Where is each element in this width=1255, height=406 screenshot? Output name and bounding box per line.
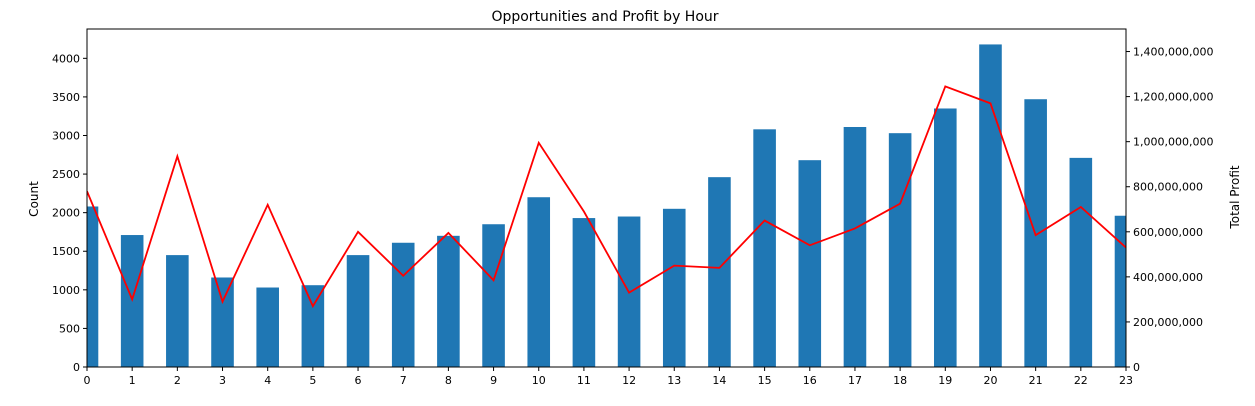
x-tick-label: 3 [219, 374, 226, 387]
bar [843, 127, 867, 367]
x-tick-label: 2 [174, 374, 181, 387]
bar [753, 129, 776, 367]
x-tick-label: 5 [309, 374, 316, 387]
x-tick-label: 1 [129, 374, 136, 387]
x-tick-label: 20 [983, 374, 997, 387]
x-tick-label: 16 [803, 374, 817, 387]
bar [437, 235, 460, 367]
x-tick-label: 8 [445, 374, 452, 387]
x-tick-label: 23 [1119, 374, 1133, 387]
bar [256, 287, 279, 367]
y-axis-right: 0 200,000,000 400,000,000 600,000,000 800,00… [1126, 46, 1213, 374]
y-tick-label: 3500 [52, 91, 80, 104]
profit-line [87, 85, 1126, 309]
x-tick-label: 4 [264, 374, 271, 387]
y2-tick-label: 400,000,000 [1133, 271, 1203, 284]
plot-area [87, 44, 1126, 367]
x-tick-label: 17 [848, 374, 862, 387]
bar [934, 108, 957, 367]
bar [572, 218, 596, 367]
x-tick-label: 15 [758, 374, 772, 387]
x-axis: 0 1 2 3 4 5 6 7 8 9 10 11 12 13 14 15 16 17 18 19 20 21 22 23 [84, 367, 1133, 387]
bar [391, 242, 415, 367]
y-tick-label: 1000 [52, 284, 80, 297]
y2-tick-label: 800,000,000 [1133, 181, 1203, 194]
plot-frame [86, 28, 1127, 368]
bar [798, 160, 822, 367]
bar [527, 197, 551, 367]
y-tick-label: 2000 [52, 207, 80, 220]
bar [708, 177, 731, 367]
y2-tick-label: 0 [1133, 361, 1140, 374]
y2-tick-label: 1,400,000,000 [1133, 46, 1213, 59]
bar-series [87, 44, 1126, 367]
y-tick-label: 3000 [52, 129, 80, 142]
x-tick-label: 22 [1074, 374, 1088, 387]
x-tick-label: 0 [84, 374, 91, 387]
x-tick-label: 6 [355, 374, 362, 387]
x-tick-label: 9 [490, 374, 497, 387]
bar [346, 255, 370, 367]
bar [211, 277, 234, 367]
y-tick-label: 4000 [52, 52, 80, 65]
y2-tick-label: 200,000,000 [1133, 316, 1203, 329]
bar [482, 224, 505, 367]
x-tick-label: 19 [938, 374, 952, 387]
chart-title: Opportunities and Profit by Hour [491, 9, 718, 25]
x-tick-label: 14 [712, 374, 726, 387]
y-tick-label: 2500 [52, 168, 80, 181]
x-tick-label: 18 [893, 374, 907, 387]
y-axis-left: 0 500 1000 1500 2000 2500 3000 3500 4000 [52, 52, 87, 374]
y-tick-label: 0 [73, 361, 80, 374]
x-tick-label: 11 [577, 374, 591, 387]
y2-tick-label: 1,000,000,000 [1133, 136, 1213, 149]
bar [888, 133, 912, 367]
y-axis-label: Count [27, 181, 41, 217]
x-tick-label: 12 [622, 374, 636, 387]
bar [166, 255, 189, 367]
y-tick-label: 1500 [52, 245, 80, 258]
x-tick-label: 7 [400, 374, 407, 387]
y-tick-label: 500 [59, 322, 80, 335]
x-tick-label: 13 [667, 374, 681, 387]
bar [1069, 157, 1093, 367]
x-tick-label: 10 [532, 374, 546, 387]
bar [87, 206, 99, 367]
y2-axis-label: Total Profit [1228, 165, 1242, 229]
bar [301, 285, 325, 367]
bar [1114, 215, 1126, 367]
y2-tick-label: 1,200,000,000 [1133, 91, 1213, 104]
bar [662, 208, 686, 367]
bar [979, 44, 1002, 367]
y2-tick-label: 600,000,000 [1133, 226, 1203, 239]
x-tick-label: 21 [1029, 374, 1043, 387]
